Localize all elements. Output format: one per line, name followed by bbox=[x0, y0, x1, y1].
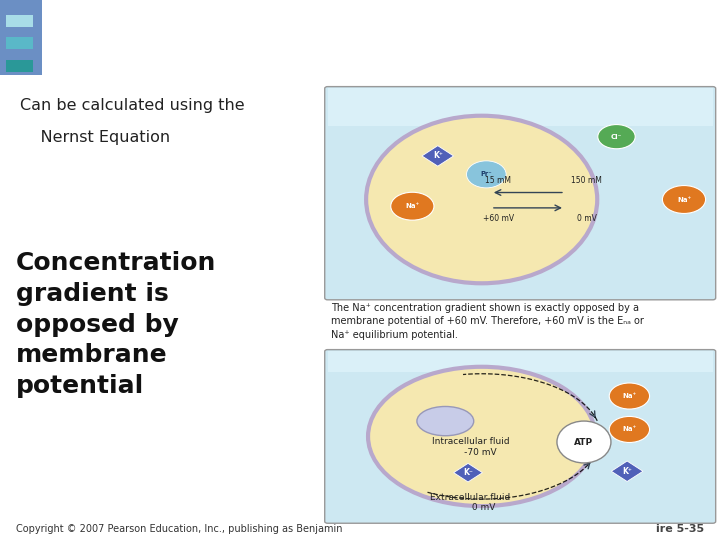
Bar bbox=[6, 15, 33, 27]
Ellipse shape bbox=[467, 161, 506, 188]
Ellipse shape bbox=[662, 186, 706, 213]
Text: Na⁺: Na⁺ bbox=[677, 197, 691, 202]
Text: Concentration
gradient is
opposed by
membrane
potential: Concentration gradient is opposed by mem… bbox=[16, 252, 216, 398]
FancyBboxPatch shape bbox=[325, 86, 716, 300]
Ellipse shape bbox=[609, 383, 649, 409]
Bar bbox=[328, 89, 713, 126]
Bar bbox=[6, 59, 33, 71]
Ellipse shape bbox=[557, 421, 611, 463]
Text: Cl⁻: Cl⁻ bbox=[611, 134, 622, 140]
Text: Nernst Equation: Nernst Equation bbox=[20, 130, 171, 145]
Text: 0 mV: 0 mV bbox=[577, 214, 596, 222]
Text: 15 mM: 15 mM bbox=[485, 177, 511, 185]
Text: ire 5-35: ire 5-35 bbox=[656, 524, 704, 535]
Text: Na⁺: Na⁺ bbox=[622, 393, 636, 399]
Text: K⁻: K⁻ bbox=[463, 468, 473, 477]
Polygon shape bbox=[422, 146, 454, 166]
Text: K⁺: K⁺ bbox=[622, 467, 632, 476]
Text: ATP: ATP bbox=[575, 437, 593, 447]
Text: The Na⁺ concentration gradient shown is exactly opposed by a
membrane potential : The Na⁺ concentration gradient shown is … bbox=[331, 302, 644, 340]
Text: Can be calculated using the: Can be calculated using the bbox=[20, 98, 245, 113]
Ellipse shape bbox=[366, 116, 598, 284]
Bar bbox=[6, 37, 33, 49]
Text: Extracellular fluid
         0 mV: Extracellular fluid 0 mV bbox=[430, 493, 510, 512]
Text: 150 mM: 150 mM bbox=[571, 177, 602, 185]
Text: K⁺: K⁺ bbox=[433, 151, 443, 160]
Text: Sodium Equilibrium Potential: Sodium Equilibrium Potential bbox=[49, 23, 507, 51]
Ellipse shape bbox=[391, 192, 434, 220]
Text: +60 mV: +60 mV bbox=[482, 214, 513, 222]
Polygon shape bbox=[454, 463, 482, 482]
Text: Na⁺: Na⁺ bbox=[405, 203, 420, 209]
Ellipse shape bbox=[598, 125, 635, 148]
Polygon shape bbox=[611, 461, 643, 482]
Ellipse shape bbox=[368, 367, 595, 506]
Bar bbox=[328, 352, 713, 372]
Text: Pr⁻: Pr⁻ bbox=[480, 171, 492, 177]
Text: Copyright © 2007 Pearson Education, Inc., publishing as Benjamin: Copyright © 2007 Pearson Education, Inc.… bbox=[16, 524, 342, 535]
FancyBboxPatch shape bbox=[325, 349, 716, 523]
Ellipse shape bbox=[609, 416, 649, 442]
Bar bbox=[0, 0, 42, 75]
Text: Intracellular fluid
       -70 mV: Intracellular fluid -70 mV bbox=[431, 437, 509, 457]
Text: Na⁺: Na⁺ bbox=[622, 427, 636, 433]
Ellipse shape bbox=[417, 407, 474, 436]
